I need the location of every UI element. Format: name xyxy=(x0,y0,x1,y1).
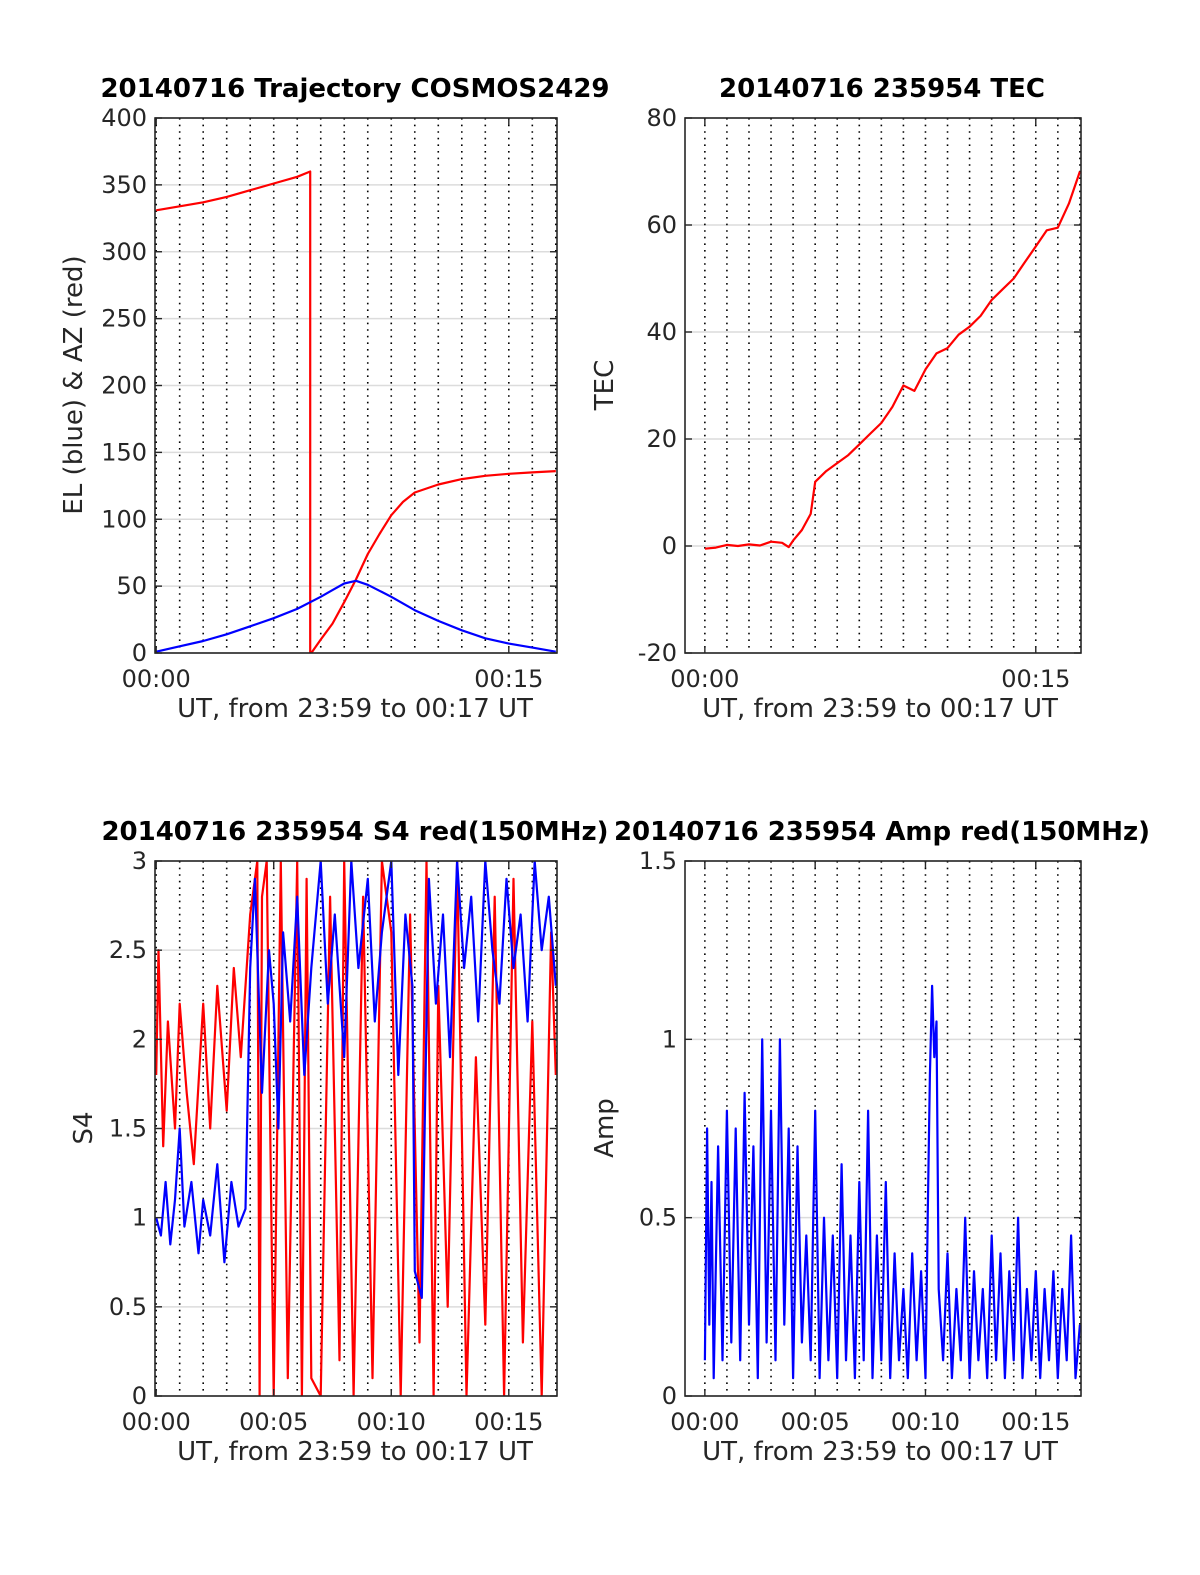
x-axis-label: UT, from 23:59 to 00:17 UT xyxy=(702,694,1058,724)
y-tick-label: 200 xyxy=(101,372,147,400)
y-tick-label: 20 xyxy=(646,425,677,453)
chart-title: 20140716 235954 S4 red(150MHz) xyxy=(101,817,608,847)
x-tick-label: 00:00 xyxy=(670,665,739,693)
x-axis-label: UT, from 23:59 to 00:17 UT xyxy=(702,1437,1058,1467)
y-tick-label: 0 xyxy=(132,639,147,667)
y-tick-label: 1.5 xyxy=(109,1115,147,1143)
y-tick-label: 1 xyxy=(132,1204,147,1232)
series-line-blue xyxy=(703,984,1081,1380)
x-axis-label: UT, from 23:59 to 00:17 UT xyxy=(177,694,533,724)
series-line-blue xyxy=(155,861,557,1300)
x-tick-label: 00:15 xyxy=(1001,665,1070,693)
series-line-blue xyxy=(155,579,556,653)
y-tick-label: 2 xyxy=(132,1025,147,1053)
y-axis-label: EL (blue) & AZ (red) xyxy=(59,255,89,514)
y-tick-label: 2.5 xyxy=(109,936,147,964)
y-tick-label: 0 xyxy=(132,1382,147,1410)
y-tick-label: 3 xyxy=(132,847,147,875)
y-tick-label: 80 xyxy=(646,104,677,132)
x-tick-label: 00:00 xyxy=(670,1408,739,1436)
y-tick-label: 250 xyxy=(101,305,147,333)
y-axis-label: TEC xyxy=(590,360,620,411)
x-axis-label: UT, from 23:59 to 00:17 UT xyxy=(177,1437,533,1467)
y-tick-label: 0 xyxy=(662,1382,677,1410)
y-tick-label: 0 xyxy=(662,532,677,560)
chart-title: 20140716 Trajectory COSMOS2429 xyxy=(100,74,609,104)
y-tick-label: 300 xyxy=(101,238,147,266)
x-tick-label: 00:00 xyxy=(122,1408,191,1436)
x-tick-label: 00:10 xyxy=(357,1408,426,1436)
y-tick-label: 400 xyxy=(101,104,147,132)
chart-tec: -20 0 20 40 60 80 00:00 00:15 20140716 235954 TE… xyxy=(590,74,1082,724)
y-tick-label: 100 xyxy=(101,505,147,533)
y-tick-label: 1 xyxy=(662,1025,677,1053)
y-tick-label: 50 xyxy=(116,572,147,600)
y-axis-label: S4 xyxy=(69,1111,99,1144)
series-line-red xyxy=(704,171,1081,550)
y-tick-label: 0.5 xyxy=(639,1204,677,1232)
x-tick-label: 00:05 xyxy=(781,1408,850,1436)
axes-box xyxy=(684,117,1082,654)
y-axis-label: Amp xyxy=(590,1098,620,1158)
y-tick-label: 60 xyxy=(646,211,677,239)
x-tick-label: 00:00 xyxy=(122,665,191,693)
chart-trajectory: 0 50 100 150 200 250 300 350 400 00:00 00:15 201407… xyxy=(59,74,610,724)
x-tick-label: 00:15 xyxy=(474,1408,543,1436)
x-tick-label: 00:15 xyxy=(474,665,543,693)
series-line-red xyxy=(155,861,557,1396)
y-tick-label: 0.5 xyxy=(109,1293,147,1321)
y-tick-label: 40 xyxy=(646,318,677,346)
chart-amp: 0 0.5 1 1.5 00:00 00:05 00:10 00:15 20140716 235… xyxy=(590,817,1150,1467)
chart-title: 20140716 235954 Amp red(150MHz) xyxy=(614,817,1150,847)
chart-title: 20140716 235954 TEC xyxy=(719,74,1045,104)
y-tick-label: 350 xyxy=(101,171,147,199)
series-line-red xyxy=(156,170,556,653)
y-tick-label: 1.5 xyxy=(639,847,677,875)
x-tick-label: 00:05 xyxy=(239,1408,308,1436)
axes-box xyxy=(684,860,1082,1397)
y-tick-label: 150 xyxy=(101,438,147,466)
x-tick-label: 00:15 xyxy=(1001,1408,1070,1436)
chart-s4: 0 0.5 1 1.5 2 2.5 3 00:00 00:05 00:10 00:15 2014071… xyxy=(69,817,609,1467)
x-tick-label: 00:10 xyxy=(891,1408,960,1436)
y-tick-label: -20 xyxy=(638,639,677,667)
